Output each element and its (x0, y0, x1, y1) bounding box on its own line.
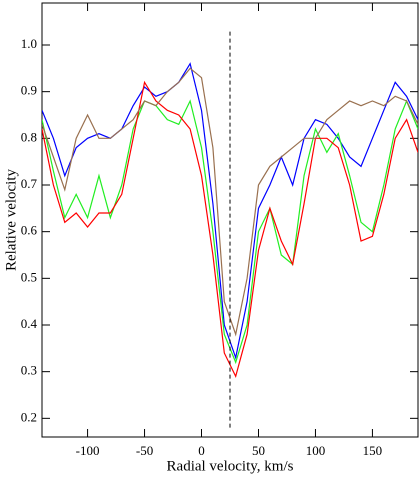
y-tick-label: 0.7 (21, 176, 38, 191)
x-axis-title: Radial velocity, km/s (167, 458, 294, 474)
y-axis-title: Relative velocity (3, 168, 19, 271)
y-tick-label: 1.0 (21, 36, 37, 51)
x-tick-label: 50 (252, 443, 265, 458)
x-tick-label: 100 (306, 443, 326, 458)
y-tick-label: 0.4 (21, 316, 38, 331)
y-tick-label: 0.5 (21, 269, 37, 284)
x-tick-label: -50 (136, 443, 153, 458)
series-line (42, 67, 418, 337)
plot-frame (41, 2, 419, 438)
y-tick-label: 0.2 (21, 409, 37, 424)
y-tick-label: 0.9 (21, 83, 37, 98)
y-tick-label: 0.6 (21, 223, 38, 238)
x-tick-label: 150 (363, 443, 383, 458)
x-tick-label: -100 (76, 443, 100, 458)
y-tick-label: 0.3 (21, 363, 37, 378)
x-tick-label: 0 (198, 443, 205, 458)
y-tick-label: 0.8 (21, 129, 37, 144)
